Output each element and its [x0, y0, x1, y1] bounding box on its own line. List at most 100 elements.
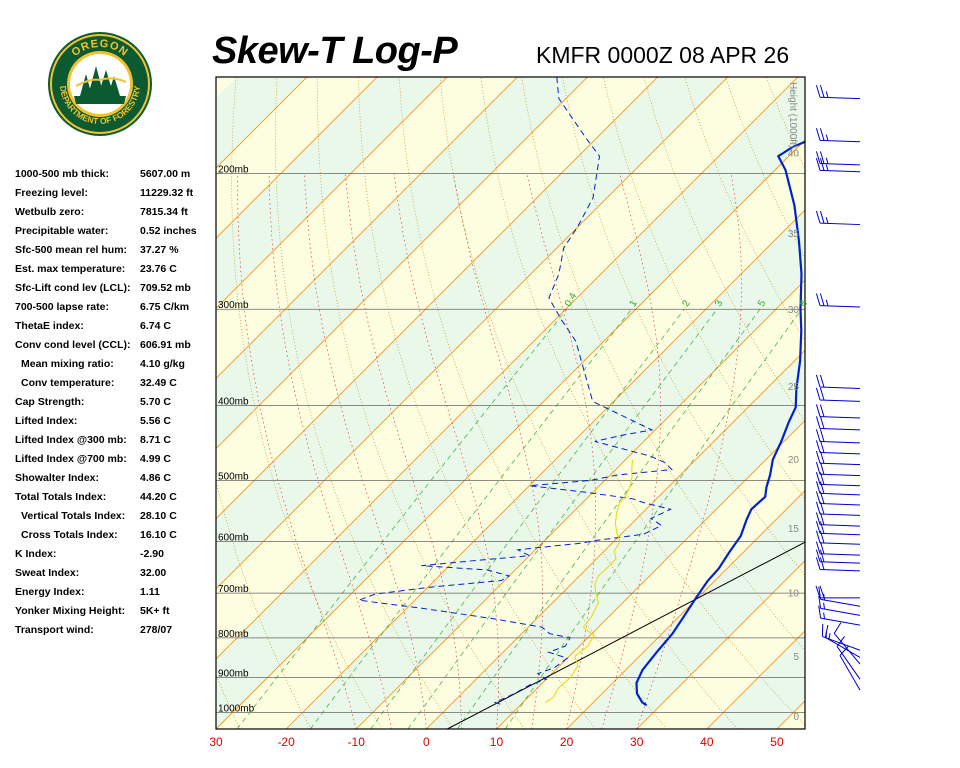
wind-barb-staff	[820, 96, 861, 100]
wind-barb-flag	[819, 211, 825, 224]
index-row: Conv cond level (CCL): 606.91 mb	[15, 339, 215, 358]
wind-barb-staff	[820, 386, 861, 389]
wind-barb-flag	[815, 549, 821, 562]
height-axis-label: Height (1000ft)	[787, 82, 798, 148]
index-row: Freezing level: 11229.32 ft	[15, 187, 215, 206]
pressure-label: 500mb	[218, 471, 249, 482]
wind-barb-flag	[819, 374, 825, 388]
wind-barb	[833, 622, 861, 665]
index-label: 1000-500 mb thick:	[15, 168, 109, 180]
wind-barb-staff	[820, 617, 861, 626]
isotherm	[426, 349, 805, 729]
wind-barb-staff	[839, 655, 861, 691]
height-tick-label: 25	[788, 382, 800, 393]
wind-barb-flag	[819, 512, 825, 525]
index-row: Sfc-Lift cond lev (LCL): 709.52 mb	[15, 282, 215, 301]
wind-barb-flag	[815, 462, 821, 475]
wind-barb-flag	[819, 387, 825, 401]
wind-barb-half-flag	[825, 157, 829, 164]
index-label: Vertical Totals Index:	[21, 510, 126, 522]
index-row: Vertical Totals Index: 28.10 C	[15, 510, 215, 529]
index-value: 44.20 C	[140, 491, 177, 503]
wind-barb-flag	[819, 158, 825, 171]
index-row: Conv temperature: 32.49 C	[15, 377, 215, 396]
index-row: Transport wind: 278/07	[15, 624, 215, 643]
index-value: 16.10 C	[140, 529, 177, 541]
index-label: Total Totals Index:	[15, 491, 107, 503]
pressure-label: 1000mb	[218, 704, 255, 715]
index-value: 6.75 C/km	[140, 301, 190, 313]
mixing-ratio-label: 3	[713, 298, 726, 309]
station-time-label: KMFR 0000Z 08 APR 26	[536, 42, 790, 68]
isotherm	[216, 77, 378, 239]
index-value: 6.74 C	[140, 320, 171, 332]
wind-barb-flag	[815, 541, 821, 554]
wind-barb-flag	[819, 416, 825, 429]
wind-barb-staff	[825, 636, 861, 658]
index-value: -2.90	[140, 548, 164, 560]
index-label: Est. max temperature:	[15, 263, 126, 275]
index-value: 5607.00 m	[140, 168, 191, 180]
index-label: Yonker Mixing Height:	[15, 605, 126, 617]
index-label: Wetbulb zero:	[15, 206, 85, 218]
index-label: Lifted Index:	[15, 415, 78, 427]
wind-barb-flag	[815, 440, 821, 453]
pressure-label: 200mb	[218, 164, 249, 175]
dry-adiabat	[889, 77, 960, 729]
pressure-label: 800mb	[218, 629, 249, 640]
plot-border	[215, 76, 806, 730]
wind-barb	[815, 210, 861, 226]
height-tick-label: 15	[788, 524, 800, 535]
wind-barb-flag	[819, 293, 825, 306]
index-label: ThetaE index:	[15, 320, 84, 332]
index-value: 4.10 g/kg	[140, 358, 185, 370]
index-label: Conv temperature:	[21, 377, 115, 389]
index-label: Energy Index:	[15, 586, 85, 598]
wind-barb-staff	[820, 427, 861, 431]
wind-barb	[815, 440, 861, 455]
wind-barb-half-flag	[825, 134, 829, 141]
wind-barb	[815, 151, 861, 166]
index-value: 7815.34 ft	[140, 206, 188, 218]
x-tick-label: 0	[423, 735, 430, 749]
wind-barb-flag	[815, 512, 821, 525]
x-tick-label: 30	[630, 735, 644, 749]
wind-barb	[815, 557, 861, 572]
wind-barb	[815, 128, 861, 143]
dry-adiabat	[807, 77, 960, 729]
isotherm	[216, 77, 658, 520]
wind-barb-staff	[820, 163, 861, 166]
x-tick-label: 30	[209, 735, 223, 749]
index-label: Transport wind:	[15, 624, 94, 636]
temperature-trace	[635, 140, 805, 707]
wind-barb	[818, 605, 861, 626]
wind-barb-flag	[818, 595, 822, 609]
x-tick-label: -10	[348, 735, 366, 749]
index-value: 23.76 C	[140, 263, 177, 275]
wind-barb-staff	[820, 568, 861, 572]
wind-barb-flag	[819, 462, 825, 475]
wind-barb-flag	[815, 151, 821, 164]
index-value: 4.99 C	[140, 453, 171, 465]
wind-barb	[815, 530, 861, 545]
index-row: Sfc-500 mean rel hum: 37.27 %	[15, 244, 215, 263]
wind-barb-flag	[815, 557, 821, 570]
wind-barb-half-flag	[828, 633, 831, 640]
isotherm	[496, 419, 805, 729]
index-value: 8.71 C	[140, 434, 171, 446]
height-tick-label: 20	[788, 455, 800, 466]
isotherm	[216, 139, 805, 729]
height-tick-label: 10	[788, 589, 800, 600]
mixing-ratio-line	[457, 308, 761, 729]
wind-barb-flag	[819, 128, 825, 141]
dry-adiabat	[929, 77, 960, 729]
wind-barb-staff	[820, 473, 861, 477]
wind-barb-flag	[815, 501, 821, 515]
wind-barb	[815, 416, 861, 431]
isotherm	[636, 560, 805, 729]
wind-barb-staff	[820, 139, 861, 143]
index-value: 0.52 inches	[140, 225, 197, 237]
wind-barb	[821, 623, 861, 651]
wind-barb	[815, 374, 861, 389]
isotherm	[216, 77, 588, 450]
